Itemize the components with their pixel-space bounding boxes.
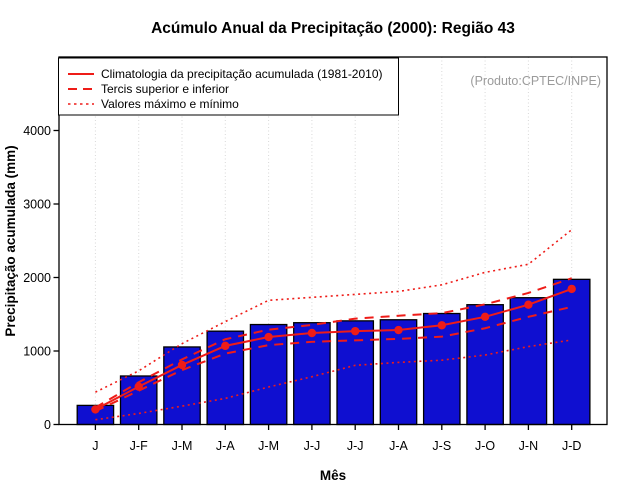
- x-tick-label: J-D: [562, 439, 581, 453]
- bar: [552, 278, 591, 426]
- y-tick-label: 4000: [23, 124, 51, 138]
- climatology-point: [480, 312, 490, 322]
- plot-border: [58, 56, 608, 426]
- climatology-point: [307, 328, 317, 338]
- bars: [76, 278, 591, 426]
- x-tick-label: J-O: [475, 439, 495, 453]
- x-tick-label: J-J: [347, 439, 364, 453]
- axis-ticks-and-labels: J J-F J-M J-A J-M J-J J-J J-A J-S J-O J-N J-D 0 1000 2…: [23, 124, 581, 453]
- bar: [422, 312, 461, 426]
- series-solid-line: [94, 287, 573, 411]
- climatology-point: [437, 321, 446, 330]
- climatology-point: [221, 341, 230, 351]
- x-tick-label: J-M: [258, 439, 279, 453]
- x-axis-label: Mês: [320, 468, 346, 483]
- line-series: [91, 229, 576, 421]
- y-tick-label: 2000: [23, 271, 51, 285]
- legend-label-climatology: Climatologia da precipitação acumulada (…: [101, 67, 383, 81]
- bar: [293, 322, 331, 426]
- bar: [379, 319, 418, 426]
- climatology-point: [177, 360, 187, 370]
- x-tick-label: J: [92, 439, 98, 453]
- bar: [336, 320, 375, 426]
- y-tick-label: 3000: [23, 198, 51, 212]
- series-dashed-line: [94, 305, 572, 413]
- x-tick-label: J-N: [519, 439, 538, 453]
- y-axis-label: Precipitação acumulada (mm): [3, 145, 18, 336]
- legend-label-tercis: Tercis superior e inferior: [101, 82, 229, 96]
- x-tick-label: J-F: [130, 439, 148, 453]
- bar: [466, 304, 504, 426]
- x-tick-label: J-A: [389, 439, 408, 453]
- climatology-point: [351, 326, 360, 336]
- y-tick-label: 0: [44, 418, 51, 432]
- legend: Climatologia da precipitação acumulada (…: [58, 57, 399, 116]
- x-tick-label: J-J: [304, 439, 321, 453]
- x-tick-label: J-A: [216, 439, 235, 453]
- y-tick-label: 1000: [23, 345, 51, 359]
- series-dashed-line: [94, 277, 573, 409]
- climatology-point: [567, 284, 576, 294]
- climatology-point: [524, 300, 533, 309]
- legend-label-maxmin: Valores máximo e mínimo: [101, 97, 239, 111]
- climatology-point: [134, 382, 143, 391]
- climatology-point: [394, 325, 403, 335]
- x-tick-label: J-M: [172, 439, 193, 453]
- legend-box: [58, 57, 399, 116]
- climatology-point: [91, 405, 100, 414]
- series-dotted-line: [95, 339, 572, 421]
- climatology-point: [264, 332, 273, 342]
- product-annotation: (Produto:CPTEC/INPE): [470, 74, 601, 88]
- x-tick-label: J-S: [432, 439, 451, 453]
- chart-title: Acúmulo Anual da Precipitação (2000): Re…: [151, 20, 515, 37]
